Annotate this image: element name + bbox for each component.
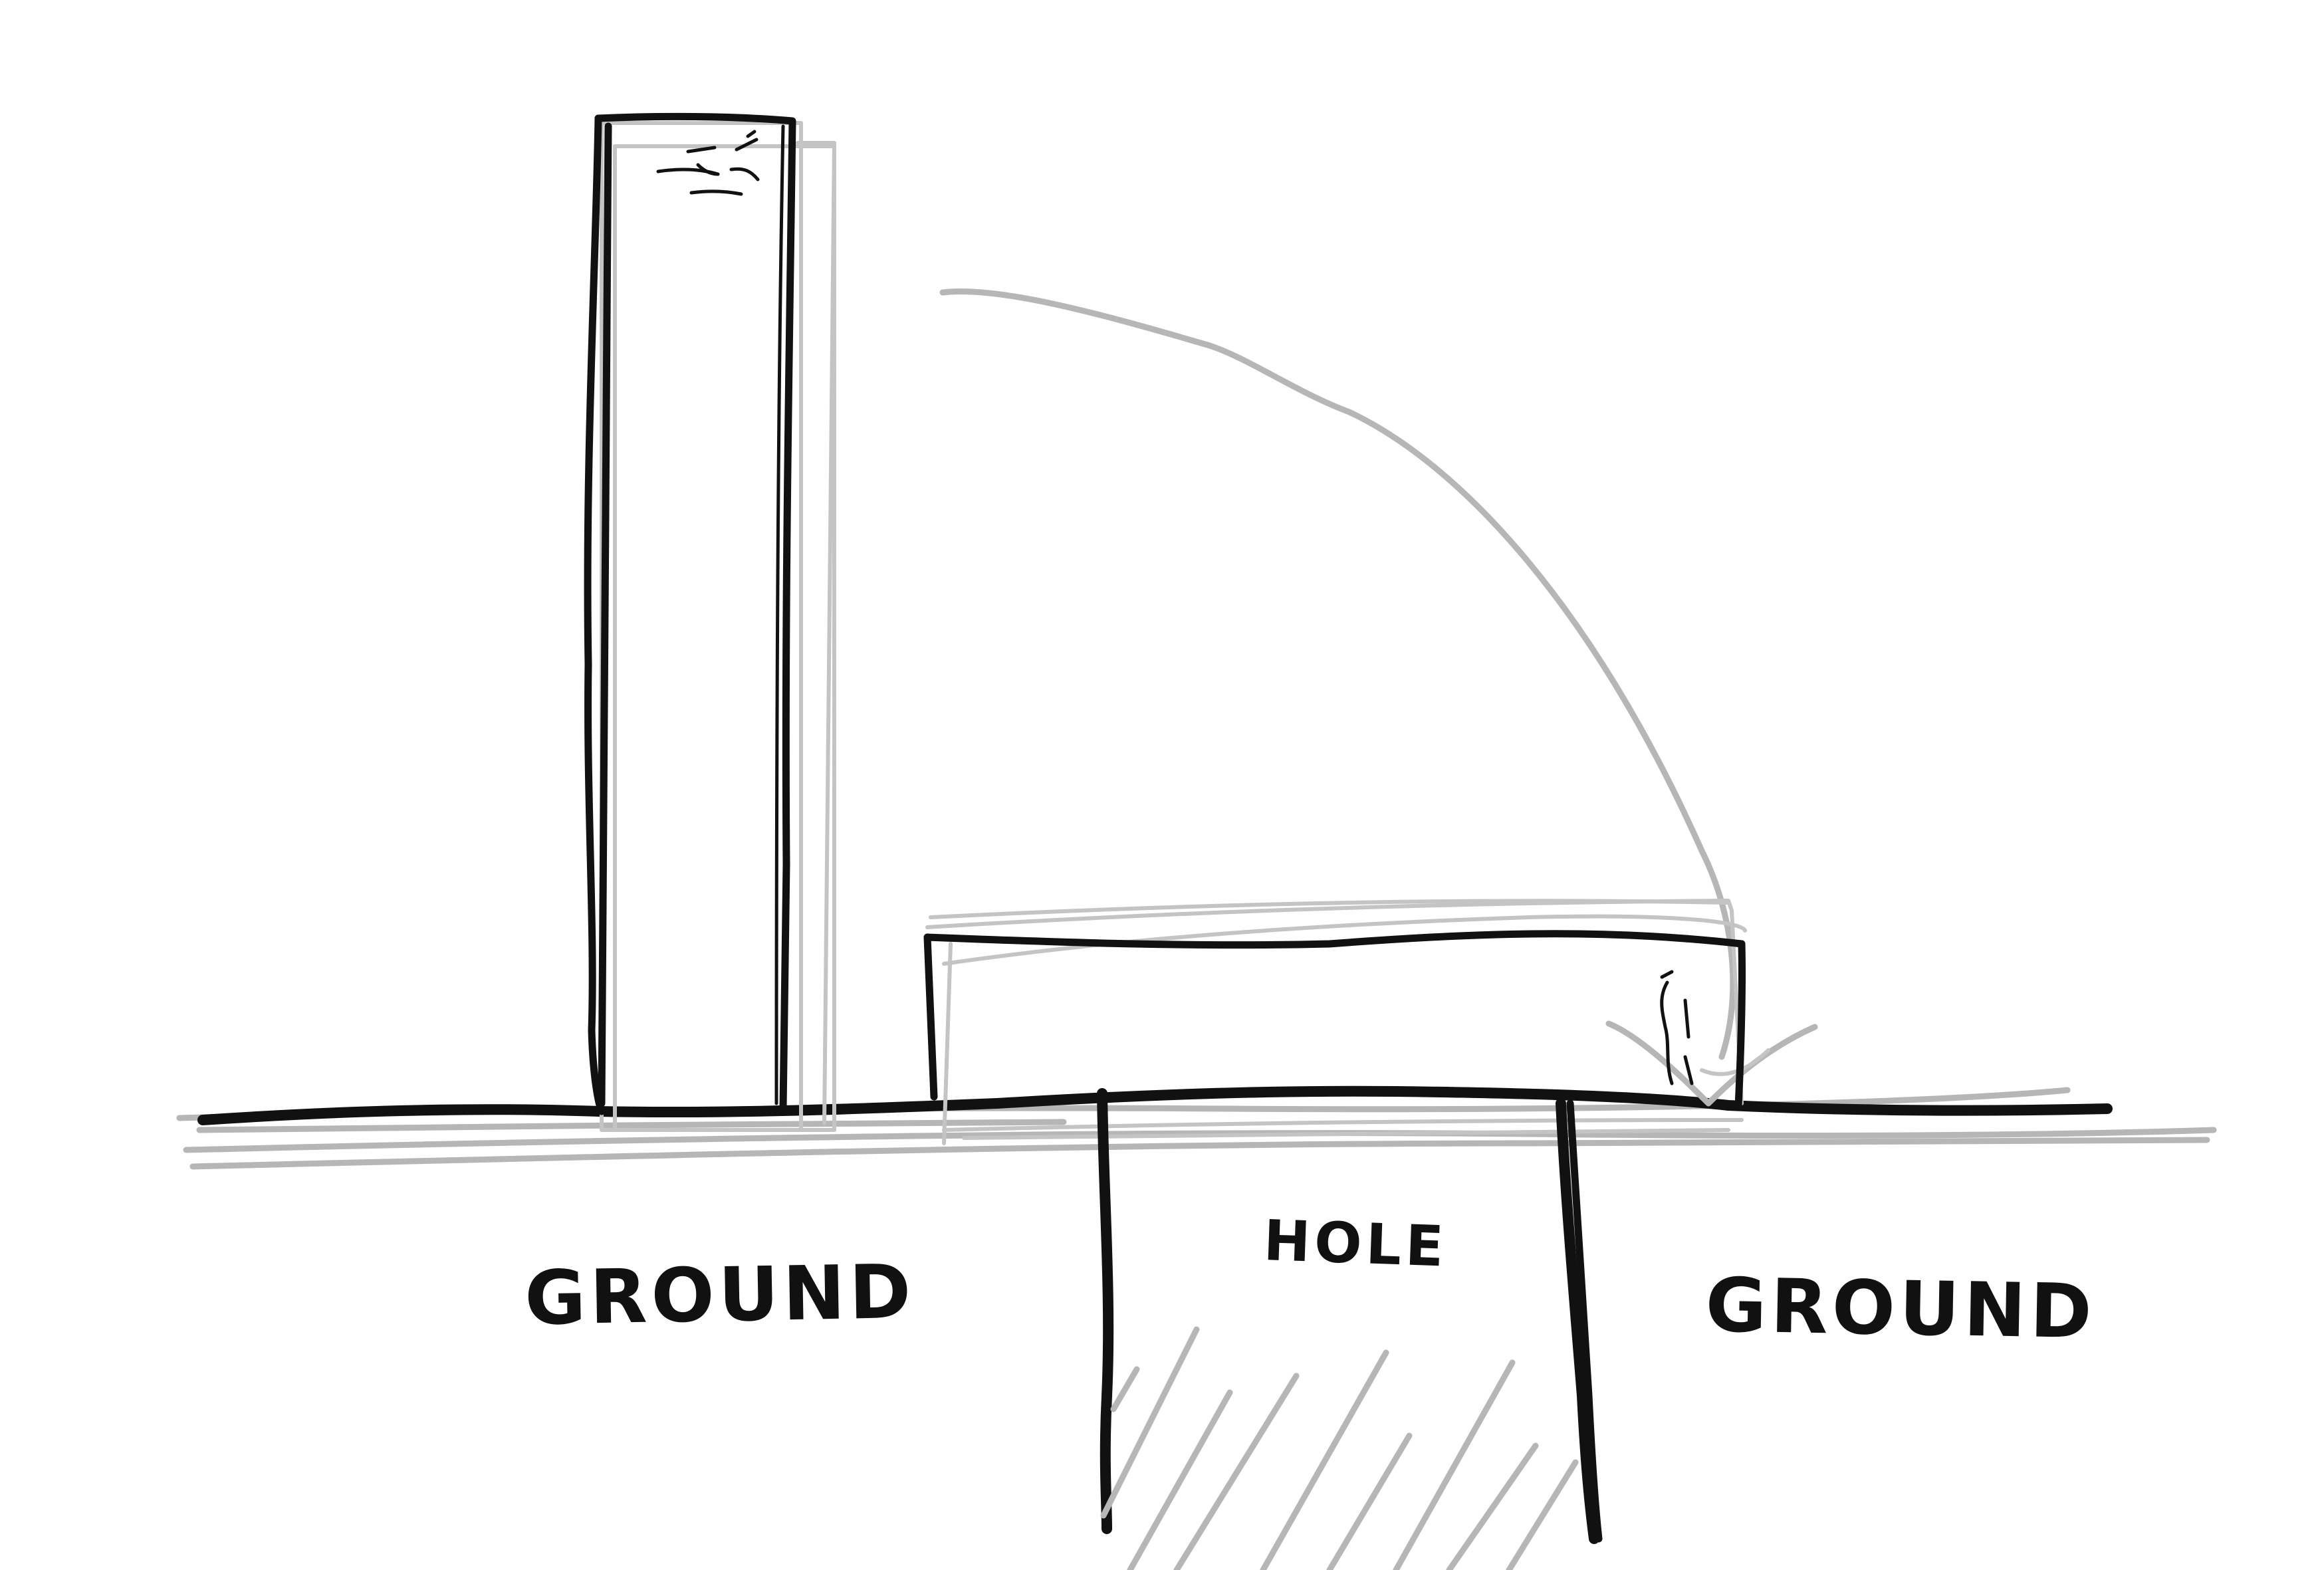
arrow-head-icon [1605,1020,1818,1107]
upright-plank [584,112,836,1132]
hole-walls [1097,1088,1603,1544]
ground-line [197,1085,2113,1125]
squiggle-face-icon [1660,970,1694,1085]
ground-right-label: GROUND [1705,1262,2097,1355]
grumpy-face-icon [656,130,760,196]
fallen-plank [923,899,1747,1145]
hole-label: HOLE [1262,1208,1449,1280]
falling-arrow [939,288,1818,1107]
ground-line-sketch [176,1087,2217,1170]
ground-left-label: GROUND [524,1249,915,1342]
hole-hatching [1100,1326,1579,1570]
